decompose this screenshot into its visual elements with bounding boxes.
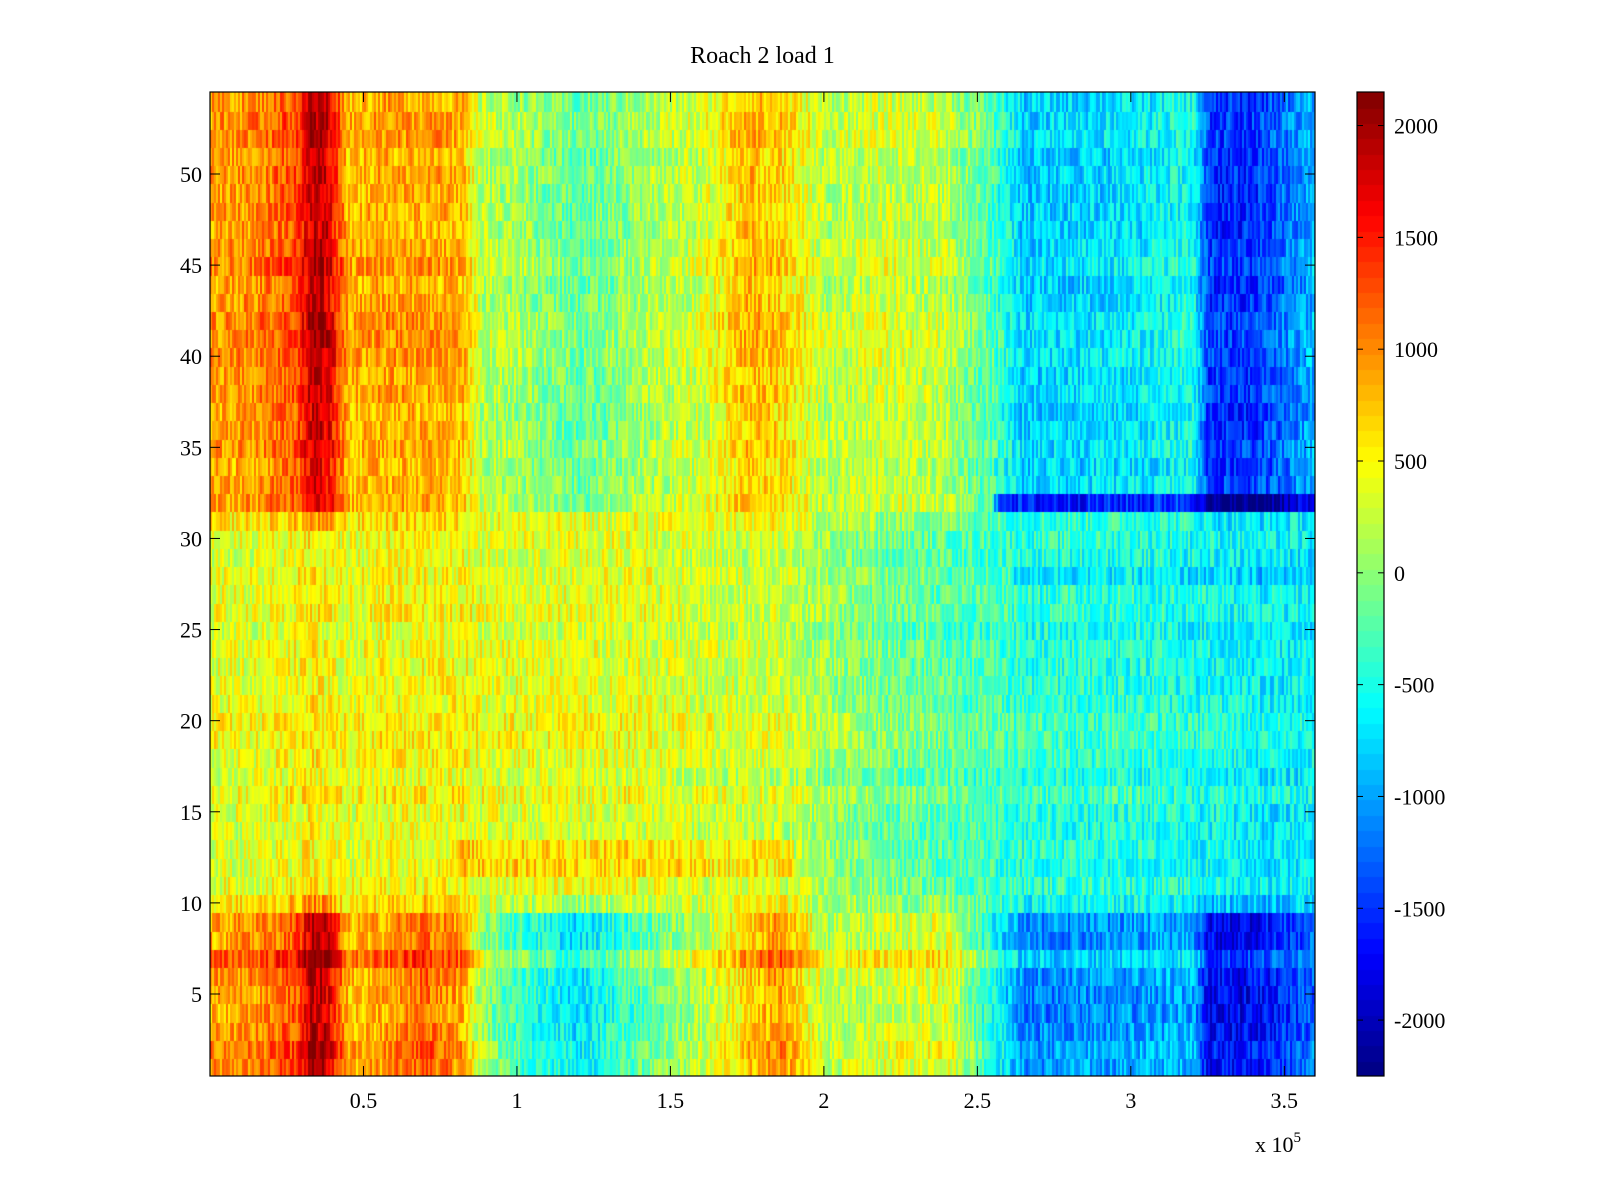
x-tick-label: 2.5 (964, 1088, 992, 1113)
plot-axes-box (209, 91, 1316, 1077)
y-tick-label: 30 (180, 526, 202, 551)
x-tick-label: 3.5 (1271, 1088, 1299, 1113)
x-tick-label: 2 (818, 1088, 829, 1113)
y-tick-label: 20 (180, 709, 202, 734)
chart-title: Roach 2 load 1 (690, 43, 835, 69)
y-tick-label: 15 (180, 800, 202, 825)
x-tick-label: 0.5 (350, 1088, 378, 1113)
colorbar-tick-label: -1000 (1394, 784, 1445, 809)
y-tick-label: 40 (180, 344, 202, 369)
y-tick-label: 45 (180, 253, 202, 278)
y-tick-label: 5 (191, 982, 202, 1007)
x-tick-label: 1 (511, 1088, 522, 1113)
y-tick-label: 10 (180, 891, 202, 916)
colorbar-gradient (1357, 92, 1384, 1076)
colorbar-tick-label: 1500 (1394, 225, 1438, 250)
colorbar-axes-box (1356, 91, 1385, 1077)
y-axis: 5 10 15 20 25 30 35 40 45 50 (180, 162, 1315, 1007)
colorbar-tick-label: 500 (1394, 449, 1427, 474)
x-axis-multiplier: x 105 (1255, 1130, 1301, 1157)
colorbar-tick-label: 0 (1394, 561, 1405, 586)
x-axis: 0.5 1 1.5 2 2.5 3 3.5 (350, 92, 1298, 1113)
colorbar-tick-label: -2000 (1394, 1008, 1445, 1033)
colorbar-tick-label: 1000 (1394, 337, 1438, 362)
x-tick-label: 3 (1125, 1088, 1136, 1113)
colorbar-axis: 2000 1500 1000 500 0 -500 -1000 -1500 -2000 (1357, 114, 1445, 1033)
y-tick-label: 50 (180, 162, 202, 187)
x-tick-label: 1.5 (657, 1088, 685, 1113)
x-multiplier-exponent: 5 (1294, 1130, 1302, 1146)
colorbar-tick-label: -1500 (1394, 896, 1445, 921)
colorbar-tick-label: -500 (1394, 673, 1434, 698)
colorbar-tick-label: 2000 (1394, 114, 1438, 139)
y-tick-label: 35 (180, 435, 202, 460)
y-tick-label: 25 (180, 618, 202, 643)
heatmap-image (210, 92, 1315, 1076)
x-multiplier-base: x 10 (1255, 1132, 1294, 1157)
